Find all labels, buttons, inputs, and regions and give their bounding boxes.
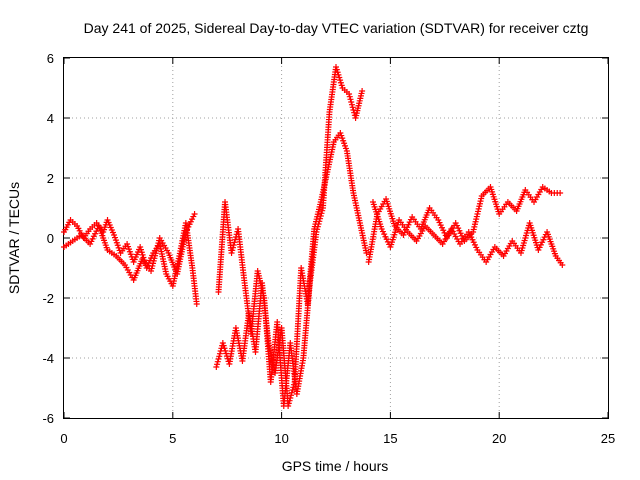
data-point bbox=[229, 247, 236, 254]
data-point bbox=[348, 99, 355, 105]
y-tick-label: -4 bbox=[42, 351, 54, 366]
data-point bbox=[214, 358, 221, 365]
data-point bbox=[222, 347, 229, 354]
y-tick-label: -2 bbox=[42, 291, 54, 306]
data-point bbox=[347, 96, 354, 103]
data-point bbox=[557, 190, 564, 196]
data-point bbox=[214, 361, 221, 368]
y-tick-label: 0 bbox=[47, 231, 54, 246]
data-point bbox=[219, 340, 226, 346]
data-point bbox=[313, 229, 320, 235]
grid bbox=[64, 58, 608, 418]
data-point bbox=[137, 246, 144, 253]
data-point bbox=[317, 215, 324, 222]
x-tick-label: 20 bbox=[492, 431, 506, 446]
axis-ticks: 0 5 10 15 20 25 -6 -4 -2 0 2 4 6 bbox=[42, 51, 615, 446]
data-point bbox=[288, 389, 295, 396]
data-point bbox=[359, 88, 366, 94]
data-point bbox=[333, 66, 340, 73]
data-point bbox=[559, 262, 566, 268]
data-point bbox=[191, 211, 198, 217]
data-point bbox=[230, 244, 237, 251]
data-point bbox=[363, 250, 370, 256]
data-point bbox=[337, 77, 344, 84]
data-point bbox=[319, 207, 326, 214]
x-tick-label: 5 bbox=[169, 431, 176, 446]
data-point bbox=[314, 223, 321, 230]
data-point bbox=[350, 107, 357, 113]
data-point bbox=[348, 101, 355, 108]
plot-frame bbox=[63, 57, 609, 419]
data-point bbox=[223, 350, 230, 357]
data-point bbox=[137, 244, 144, 250]
data-point bbox=[193, 301, 200, 307]
x-tick-label: 15 bbox=[383, 431, 397, 446]
data-point bbox=[315, 221, 322, 227]
data-point bbox=[346, 91, 353, 97]
data-point bbox=[231, 239, 238, 246]
chart-title: Day 241 of 2025, Sidereal Day-to-day VTE… bbox=[84, 20, 589, 36]
data-point bbox=[346, 93, 353, 100]
data-point bbox=[317, 213, 324, 219]
data-point bbox=[221, 345, 228, 352]
data-marks bbox=[61, 64, 566, 409]
data-point bbox=[349, 104, 356, 111]
data-point bbox=[335, 71, 342, 78]
y-tick-label: 2 bbox=[47, 171, 54, 186]
x-axis-label: GPS time / hours bbox=[282, 458, 389, 474]
y-axis-label: SDTVAR / TECUs bbox=[6, 182, 22, 294]
data-point bbox=[216, 350, 223, 357]
data-point bbox=[287, 395, 294, 401]
data-point bbox=[318, 210, 325, 217]
data-point bbox=[228, 250, 235, 256]
x-tick-label: 0 bbox=[60, 431, 67, 446]
data-point bbox=[288, 392, 295, 399]
y-tick-label: -6 bbox=[42, 411, 54, 426]
data-point bbox=[289, 387, 296, 393]
data-point bbox=[216, 353, 223, 360]
data-point bbox=[334, 69, 341, 76]
data-point bbox=[213, 364, 220, 370]
y-tick-label: 4 bbox=[47, 111, 54, 126]
data-point bbox=[333, 64, 339, 70]
data-point bbox=[286, 397, 293, 404]
data-point bbox=[336, 74, 343, 81]
x-tick-label: 10 bbox=[274, 431, 288, 446]
data-point bbox=[337, 79, 344, 86]
data-point bbox=[230, 242, 237, 248]
data-point bbox=[215, 356, 222, 362]
x-tick-label: 25 bbox=[601, 431, 615, 446]
y-tick-label: 6 bbox=[47, 51, 54, 66]
data-point bbox=[316, 218, 323, 225]
data-point bbox=[338, 82, 345, 89]
data-point bbox=[220, 342, 227, 349]
data-point bbox=[314, 226, 321, 233]
data-point bbox=[138, 249, 145, 256]
